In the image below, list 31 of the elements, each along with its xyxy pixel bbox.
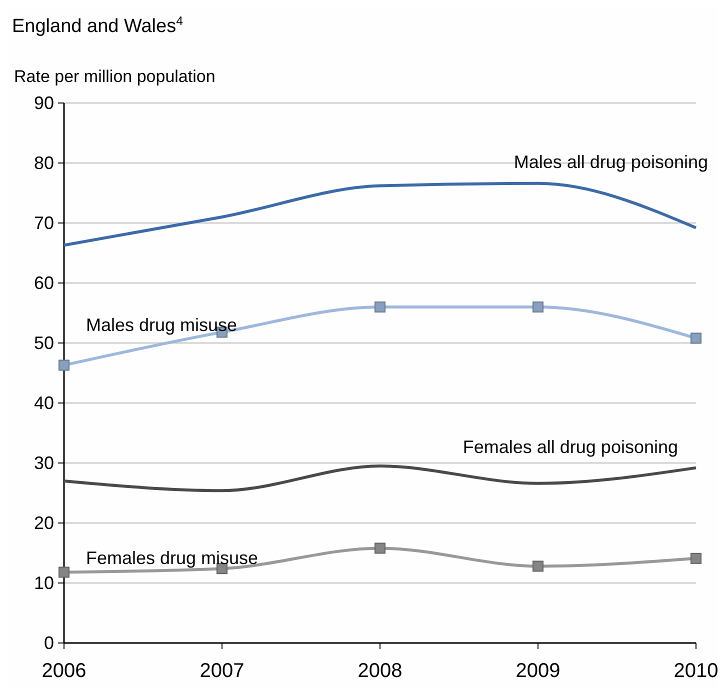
x-tick-label: 2007 — [200, 660, 244, 682]
y-tick-label: 50 — [34, 333, 54, 353]
line-series — [62, 464, 698, 492]
point — [58, 566, 70, 578]
y-axis-title: Rate per million population — [14, 67, 216, 86]
y-tick-label: 30 — [34, 453, 54, 473]
y-tick-label: 90 — [34, 93, 54, 113]
line-series — [62, 182, 698, 247]
point — [690, 552, 702, 564]
x-tick-label: 2006 — [42, 660, 86, 682]
point — [532, 560, 544, 572]
series-label: Males all drug poisoning — [514, 152, 708, 172]
x-tick-label: 2008 — [358, 660, 402, 682]
point — [532, 302, 544, 312]
series-label: Males drug misuse — [86, 315, 238, 335]
y-tick-label: 80 — [34, 153, 54, 173]
x-tick-label: 2010 — [674, 660, 718, 682]
y-tick-label: 70 — [34, 213, 54, 233]
y-tick-label: 10 — [34, 573, 54, 593]
point — [690, 332, 702, 344]
y-tick-label: 60 — [34, 273, 54, 293]
y-tick-label: 20 — [34, 513, 54, 533]
x-tick-label: 2009 — [516, 660, 560, 682]
point — [374, 542, 386, 554]
chart-title: England and Wales$^{4}$ — [12, 14, 184, 37]
y-tick-label: 40 — [34, 393, 54, 413]
point — [58, 360, 70, 371]
point — [374, 302, 386, 312]
series-label: Females all drug poisoning — [462, 437, 678, 457]
y-tick-label: 0 — [44, 633, 54, 653]
series-label: Females drug misuse — [86, 548, 258, 568]
